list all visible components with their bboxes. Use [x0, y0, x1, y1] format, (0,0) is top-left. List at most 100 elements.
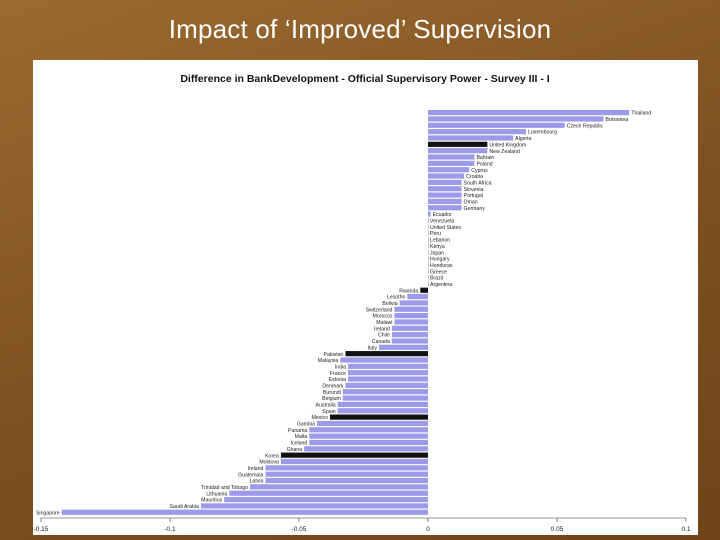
bar-guatemala	[265, 471, 428, 477]
bar-label: Lithuania	[206, 491, 227, 497]
bar-france	[348, 370, 428, 376]
bar-label: Greece	[430, 269, 447, 275]
bar-chart: Difference in BankDevelopment - Official…	[34, 73, 691, 533]
bar-label: Korea	[265, 453, 279, 459]
bar-united-kingdom	[428, 141, 488, 147]
bar-label: Croatia	[466, 174, 483, 180]
bar-label: Argentina	[430, 282, 452, 288]
bar-malawi	[394, 319, 428, 325]
bar-estonia	[348, 376, 428, 382]
bar-united-states	[428, 224, 429, 230]
bar-label: Japan	[430, 250, 444, 256]
bar-label: Australia	[316, 403, 336, 409]
bar-label: Malaysia	[318, 358, 339, 364]
bar-pakistan	[345, 351, 428, 357]
bar-label: Algeria	[515, 136, 531, 142]
bar-label: Lebanon	[430, 238, 450, 244]
bar-bahrain	[428, 154, 475, 160]
bar-cyprus	[428, 167, 470, 173]
bar-label: Trinidad and Tobago	[201, 485, 248, 491]
bar-label: Peru	[430, 231, 441, 237]
bar-label: Czech Republic	[567, 123, 604, 129]
x-tick-label: 0	[426, 526, 430, 533]
bar-ghana	[304, 446, 428, 452]
bar-label: Botswana	[605, 117, 628, 123]
bar-hungary	[428, 255, 429, 262]
bar-peru	[428, 230, 429, 236]
bar-label: Germany	[464, 206, 486, 212]
bar-mexico	[329, 414, 428, 420]
bar-label: Hungary	[430, 257, 450, 263]
bar-label: Luxembourg	[528, 130, 557, 136]
chart-panel: Difference in BankDevelopment - Official…	[33, 60, 698, 535]
bar-ecuador	[428, 211, 431, 217]
bar-lesotho	[407, 293, 428, 300]
bar-label: Ecuador	[433, 212, 453, 218]
bar-argentina	[428, 281, 429, 287]
chart-title: Difference in BankDevelopment - Official…	[180, 73, 549, 85]
bar-label: Venezuela	[430, 219, 454, 225]
slide-title: Impact of ‘Improved’ Supervision	[168, 14, 552, 44]
bar-greece	[428, 268, 429, 274]
bar-label: Poland	[476, 161, 492, 167]
bar-botswana	[428, 116, 604, 122]
bar-label: New Zealand	[489, 149, 520, 155]
bar-lithuania	[229, 490, 428, 496]
bar-label: Rwanda	[399, 288, 418, 294]
bar-label: Canada	[372, 339, 390, 345]
bar-label: Mexico	[312, 415, 329, 421]
bar-label: Thailand	[631, 111, 651, 117]
bar-label: Guatemala	[238, 472, 263, 478]
bar-label: Belgium	[322, 396, 341, 402]
bar-germany	[428, 205, 462, 211]
bar-label: Pakistan	[324, 352, 344, 358]
bar-singapore	[61, 509, 428, 515]
bar-label: Chile	[378, 333, 390, 339]
bar-label: Spain	[322, 409, 335, 415]
bar-denmark	[345, 382, 428, 388]
bar-italy	[378, 344, 428, 350]
bar-label: Malta	[295, 434, 308, 440]
x-axis: -0.15 -0.1 -0.05 0 0.05 0.1	[34, 517, 691, 533]
x-tick-label: -0.15	[34, 526, 49, 533]
bar-chile	[391, 332, 428, 338]
bar-label: Saudi Arabia	[170, 504, 200, 510]
bar-moldova	[280, 458, 428, 465]
bar-spain	[337, 408, 428, 414]
bar-malaysia	[340, 357, 428, 363]
bar-label: Mauritius	[201, 498, 222, 504]
x-tick-label: -0.1	[164, 526, 176, 533]
bar-morocco	[394, 313, 428, 319]
bar-portugal	[428, 192, 462, 198]
bar-new-zealand	[428, 148, 488, 154]
bar-algeria	[428, 135, 514, 141]
bar-burundi	[342, 389, 428, 395]
bar-label: Burundi	[323, 390, 341, 396]
bar-label: Lesotho	[387, 295, 406, 301]
bar-thailand	[428, 110, 630, 116]
bar-label: Italy	[367, 345, 377, 351]
bar-honduras	[428, 262, 429, 268]
bar-panama	[309, 427, 428, 433]
bar-iceland	[309, 439, 428, 446]
bar-bolivia	[399, 300, 428, 306]
bar-label: Honduras	[430, 263, 453, 269]
bar-czech-republic	[428, 122, 565, 128]
bar-label: Denmark	[322, 383, 343, 389]
bar-label: Ghana	[287, 447, 303, 453]
bar-label: India	[335, 364, 346, 370]
bar-saudi-arabia	[200, 503, 428, 509]
bar-label: Ireland	[374, 326, 390, 332]
bar-label: Iceland	[291, 441, 308, 447]
bar-label: Switzerland	[366, 307, 393, 313]
bar-mauritius	[224, 496, 428, 503]
bar-label: Latvia	[250, 479, 264, 485]
bar-label: France	[330, 371, 346, 377]
bar-gambia	[317, 420, 428, 427]
bar-label: Slovenia	[464, 187, 484, 193]
bar-label: United Kingdom	[489, 142, 526, 148]
x-tick-label: 0.05	[551, 526, 564, 533]
bar-lebanon	[428, 236, 429, 243]
bar-luxembourg	[428, 129, 527, 135]
bar-label: Brazil	[430, 276, 443, 282]
